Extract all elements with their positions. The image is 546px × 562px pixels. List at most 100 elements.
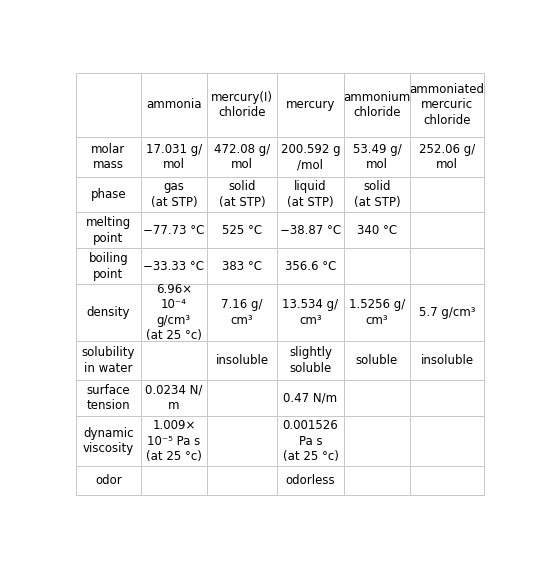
Text: 1.009×
10⁻⁵ Pa s
(at 25 °c): 1.009× 10⁻⁵ Pa s (at 25 °c) [146,419,202,463]
Text: 6.96×
10⁻⁴
g/cm³
(at 25 °c): 6.96× 10⁻⁴ g/cm³ (at 25 °c) [146,283,202,342]
Bar [76,284,141,341]
Text: surface
tension: surface tension [86,384,130,413]
Text: phase: phase [91,188,126,201]
Bar [410,380,484,416]
Bar [207,284,277,341]
Bar [141,72,207,137]
Bar [76,466,141,495]
Bar [277,248,344,284]
Bar [344,380,410,416]
Bar [76,137,141,176]
Bar [141,137,207,176]
Bar [76,248,141,284]
Text: liquid
(at STP): liquid (at STP) [287,180,334,209]
Bar [410,248,484,284]
Bar [207,380,277,416]
Bar [207,72,277,137]
Bar [344,72,410,137]
Bar [141,380,207,416]
Bar [207,466,277,495]
Bar [277,137,344,176]
Text: 525 °C: 525 °C [222,224,262,237]
Bar [410,284,484,341]
Bar [277,176,344,212]
Bar [344,137,410,176]
Bar [344,284,410,341]
Bar [76,341,141,380]
Bar [344,248,410,284]
Text: 472.08 g/
mol: 472.08 g/ mol [214,143,270,171]
Text: 0.001526
Pa s
(at 25 °c): 0.001526 Pa s (at 25 °c) [282,419,339,463]
Bar [277,466,344,495]
Text: molar
mass: molar mass [91,143,126,171]
Bar [344,341,410,380]
Bar [207,137,277,176]
Bar [410,416,484,466]
Text: 17.031 g/
mol: 17.031 g/ mol [146,143,202,171]
Text: soluble: soluble [356,354,398,367]
Text: 252.06 g/
mol: 252.06 g/ mol [419,143,475,171]
Bar [410,176,484,212]
Text: boiling
point: boiling point [88,252,128,280]
Text: 383 °C: 383 °C [222,260,262,273]
Bar [207,248,277,284]
Bar [141,341,207,380]
Text: odorless: odorless [286,474,335,487]
Text: insoluble: insoluble [216,354,269,367]
Bar [76,72,141,137]
Bar [410,466,484,495]
Bar [207,212,277,248]
Bar [344,176,410,212]
Bar [277,212,344,248]
Bar [410,137,484,176]
Bar [141,416,207,466]
Bar [141,466,207,495]
Text: mercury: mercury [286,98,335,111]
Text: 0.47 N/m: 0.47 N/m [283,392,337,405]
Text: 200.592 g
/mol: 200.592 g /mol [281,143,340,171]
Text: 0.0234 N/
m: 0.0234 N/ m [145,384,203,413]
Bar [207,341,277,380]
Bar [277,284,344,341]
Bar [76,176,141,212]
Bar [410,72,484,137]
Bar [410,341,484,380]
Text: 5.7 g/cm³: 5.7 g/cm³ [419,306,475,319]
Text: insoluble: insoluble [420,354,473,367]
Text: 356.6 °C: 356.6 °C [285,260,336,273]
Text: slightly
soluble: slightly soluble [289,346,332,375]
Text: melting
point: melting point [86,216,131,244]
Bar [141,248,207,284]
Text: 13.534 g/
cm³: 13.534 g/ cm³ [282,298,339,327]
Bar [207,416,277,466]
Text: density: density [86,306,130,319]
Text: 7.16 g/
cm³: 7.16 g/ cm³ [222,298,263,327]
Bar [141,284,207,341]
Bar [277,341,344,380]
Text: 53.49 g/
mol: 53.49 g/ mol [353,143,401,171]
Bar [277,72,344,137]
Bar [277,416,344,466]
Bar [76,416,141,466]
Text: solubility
in water: solubility in water [81,346,135,375]
Bar [410,212,484,248]
Text: −38.87 °C: −38.87 °C [280,224,341,237]
Text: solid
(at STP): solid (at STP) [219,180,265,209]
Bar [277,380,344,416]
Text: odor: odor [95,474,122,487]
Text: gas
(at STP): gas (at STP) [151,180,197,209]
Bar [344,466,410,495]
Bar [141,176,207,212]
Bar [344,416,410,466]
Text: mercury(I)
chloride: mercury(I) chloride [211,90,273,119]
Text: −77.73 °C: −77.73 °C [143,224,205,237]
Bar [76,212,141,248]
Text: solid
(at STP): solid (at STP) [354,180,400,209]
Bar [76,380,141,416]
Text: ammoniated
mercuric
chloride: ammoniated mercuric chloride [410,83,484,127]
Text: 1.5256 g/
cm³: 1.5256 g/ cm³ [349,298,405,327]
Bar [207,176,277,212]
Text: dynamic
viscosity: dynamic viscosity [82,427,134,455]
Text: 340 °C: 340 °C [357,224,397,237]
Text: ammonia: ammonia [146,98,201,111]
